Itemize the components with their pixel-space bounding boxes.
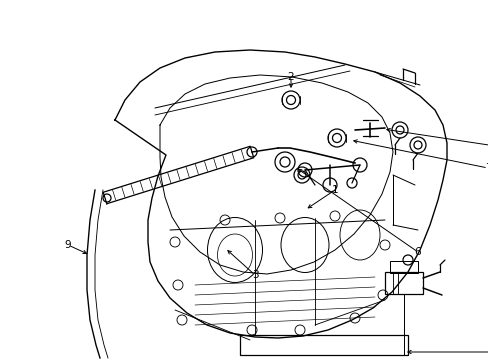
Text: 1: 1 (331, 185, 338, 195)
Bar (384, 272, 422, 294)
Bar (389, 261, 417, 273)
Text: 7: 7 (484, 163, 488, 173)
Text: 2: 2 (287, 72, 294, 82)
Text: 3: 3 (251, 270, 258, 280)
Bar (240, 335, 407, 355)
Text: 9: 9 (64, 240, 71, 250)
Text: 6: 6 (414, 247, 421, 257)
